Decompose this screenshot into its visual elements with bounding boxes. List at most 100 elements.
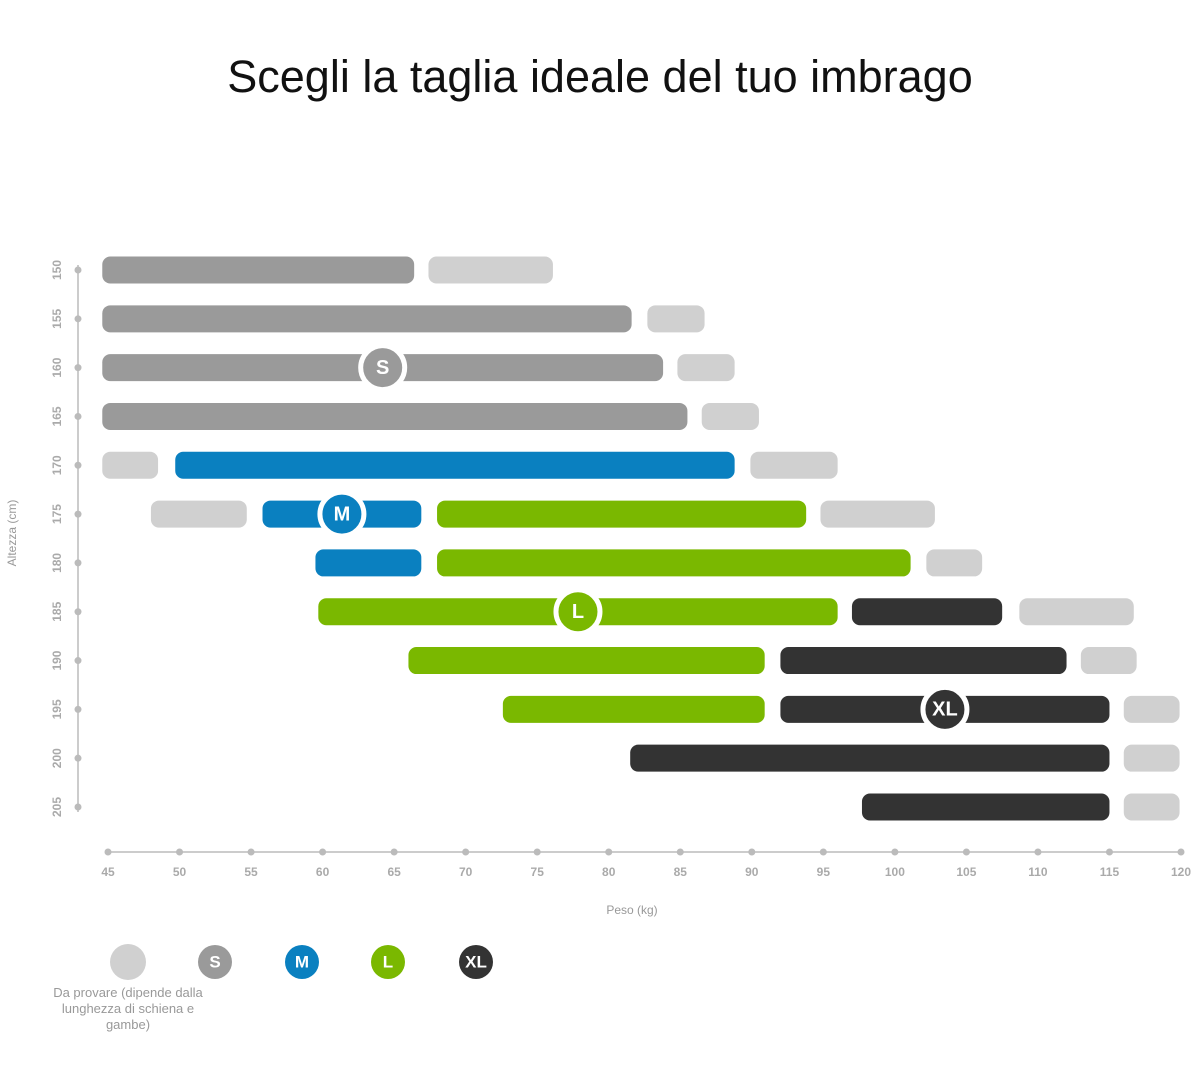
x-tick: [1177, 848, 1185, 856]
x-tick: [891, 848, 899, 856]
range-bar: [701, 402, 759, 430]
range-bar: [102, 256, 415, 284]
y-tick: [74, 754, 82, 762]
legend-swatch: [285, 945, 319, 979]
y-tick: [74, 315, 82, 323]
x-axis-label: Peso (kg): [606, 903, 657, 917]
x-tick-label: 80: [602, 865, 616, 879]
chart-title: Scegli la taglia ideale del tuo imbrago: [227, 51, 972, 102]
x-tick: [319, 848, 327, 856]
x-tick: [605, 848, 613, 856]
x-tick-label: 60: [316, 865, 330, 879]
y-tick: [74, 510, 82, 518]
range-bar: [408, 647, 765, 675]
x-tick: [104, 848, 112, 856]
x-tick-label: 75: [531, 865, 545, 879]
y-tick: [74, 657, 82, 665]
y-tick: [74, 705, 82, 713]
y-tick-label: 170: [50, 455, 64, 475]
x-tick-label: 65: [387, 865, 401, 879]
legend-swatch: [198, 945, 232, 979]
y-tick: [74, 559, 82, 567]
range-bar: [1019, 598, 1134, 626]
x-tick-label: 100: [885, 865, 905, 879]
range-bar: [647, 305, 705, 333]
x-tick: [247, 848, 255, 856]
x-tick-label: 95: [817, 865, 831, 879]
legend-swatch: [371, 945, 405, 979]
x-tick-label: 45: [101, 865, 115, 879]
legend-label: XL: [465, 952, 487, 971]
y-tick-label: 190: [50, 650, 64, 670]
range-bar: [102, 402, 688, 430]
x-tick: [1034, 848, 1042, 856]
size-badge-label: M: [334, 503, 351, 525]
range-bar: [437, 549, 911, 577]
range-bar: [630, 744, 1110, 772]
x-tick: [819, 848, 827, 856]
y-tick-label: 165: [50, 406, 64, 426]
x-tick-label: 70: [459, 865, 473, 879]
x-tick-label: 115: [1100, 865, 1120, 879]
size-badge: [553, 587, 603, 637]
size-badge-label: S: [376, 357, 389, 379]
x-tick: [176, 848, 184, 856]
x-tick: [390, 848, 398, 856]
legend-swatch: [110, 944, 146, 980]
range-bar: [102, 305, 632, 333]
range-bar: [677, 354, 735, 382]
y-tick: [74, 364, 82, 372]
range-bar: [102, 451, 159, 479]
size-badge: [317, 489, 367, 539]
y-tick-label: 205: [50, 797, 64, 817]
range-bar: [150, 500, 247, 528]
x-tick-label: 110: [1028, 865, 1048, 879]
range-bar: [1123, 793, 1180, 821]
y-tick-label: 155: [50, 308, 64, 328]
legend-note: Da provare (dipende dalla lunghezza di s…: [53, 985, 203, 1032]
size-badge-label: XL: [932, 699, 958, 721]
y-tick-label: 175: [50, 504, 64, 524]
y-tick-label: 150: [50, 260, 64, 280]
x-tick-label: 105: [956, 865, 976, 879]
size-badge: [358, 343, 408, 393]
y-tick-label: 180: [50, 553, 64, 573]
x-tick-label: 85: [674, 865, 688, 879]
range-bar: [780, 647, 1067, 675]
range-bar: [1123, 695, 1180, 723]
range-bar: [1123, 744, 1180, 772]
legend-swatch: [459, 945, 493, 979]
legend-label: M: [295, 952, 309, 971]
range-bar: [851, 598, 1003, 626]
range-bar: [861, 793, 1110, 821]
y-axis-label: Altezza (cm): [5, 500, 19, 567]
range-bar: [437, 500, 807, 528]
y-tick: [74, 608, 82, 616]
x-tick: [962, 848, 970, 856]
y-tick: [74, 412, 82, 420]
y-tick: [74, 803, 82, 811]
range-bar: [820, 500, 935, 528]
y-tick-label: 160: [50, 357, 64, 377]
range-bar: [315, 549, 422, 577]
x-tick: [676, 848, 684, 856]
y-tick-label: 185: [50, 601, 64, 621]
x-tick-label: 120: [1171, 865, 1191, 879]
x-tick: [533, 848, 541, 856]
x-tick-label: 55: [244, 865, 258, 879]
range-bar: [926, 549, 983, 577]
range-bar: [1080, 647, 1137, 675]
x-tick: [462, 848, 470, 856]
size-badge: [920, 684, 970, 734]
y-tick: [74, 461, 82, 469]
range-bar: [750, 451, 838, 479]
x-tick-label: 90: [745, 865, 759, 879]
y-tick: [74, 266, 82, 274]
range-bar: [502, 695, 765, 723]
y-tick-label: 195: [50, 699, 64, 719]
x-tick: [748, 848, 756, 856]
x-tick-label: 50: [173, 865, 187, 879]
legend-label: S: [209, 952, 220, 971]
